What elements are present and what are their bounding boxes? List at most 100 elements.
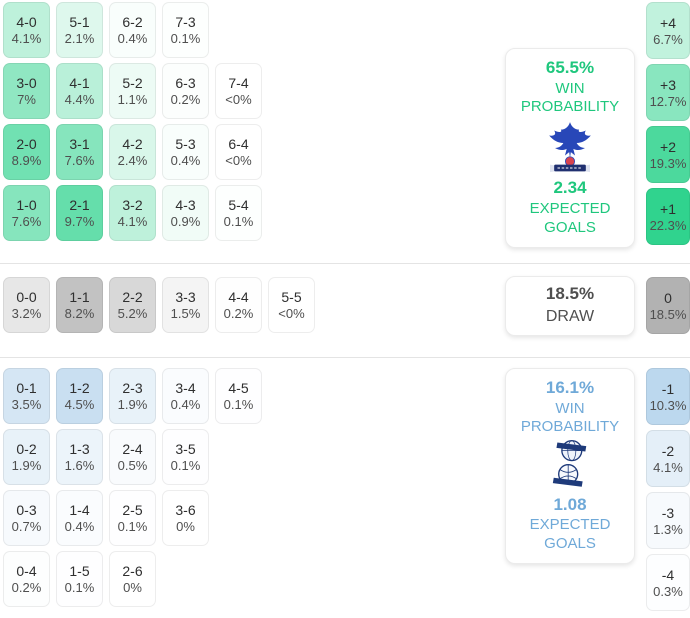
scoreline: 1-1 <box>69 289 90 305</box>
probability-value: <0% <box>225 92 252 107</box>
score-cell: 5-3 0.4% <box>162 124 209 180</box>
probability-value: 0% <box>176 519 195 534</box>
scoreline: 3-4 <box>175 380 196 396</box>
score-cell: 0-3 0.7% <box>3 490 50 546</box>
scoreline: 2-2 <box>122 289 143 305</box>
score-cell: 0-4 0.2% <box>3 551 50 607</box>
goal-margin-value: -3 <box>661 504 675 521</box>
probability-value: 0.1% <box>223 397 254 412</box>
probability-value: 4.1% <box>653 459 683 475</box>
probability-value: 0% <box>123 580 142 595</box>
score-cell: 3-6 0% <box>162 490 209 546</box>
goal-margin-value: -1 <box>661 380 675 397</box>
scoreline: 1-3 <box>69 441 90 457</box>
scoreline: 3-3 <box>175 289 196 305</box>
probability-value: 0.2% <box>11 580 42 595</box>
goal-margin-value: +4 <box>660 14 676 31</box>
scoreline: 0-4 <box>16 563 37 579</box>
goal-margin-value: +2 <box>660 138 676 155</box>
probability-value: <0% <box>278 306 305 321</box>
goal-margin-cell: -1 10.3% <box>646 368 690 425</box>
score-cell: 4-4 0.2% <box>215 277 262 333</box>
probability-value: 3.5% <box>11 397 42 412</box>
draw-label: DRAW <box>545 308 595 326</box>
probability-value: 0.1% <box>64 580 95 595</box>
probability-value: 1.3% <box>653 521 683 537</box>
probability-value: 7% <box>17 92 36 107</box>
score-cell: 2-0 8.9% <box>3 124 50 180</box>
score-cell: 2-2 5.2% <box>109 277 156 333</box>
score-cell: 2-5 0.1% <box>109 490 156 546</box>
score-cell: 5-5 <0% <box>268 277 315 333</box>
goal-margin-cell: -4 0.3% <box>646 554 690 611</box>
scoreline: 6-3 <box>175 75 196 91</box>
scoreline: 2-0 <box>16 136 37 152</box>
scoreline: 1-0 <box>16 197 37 213</box>
score-cell: 4-2 2.4% <box>109 124 156 180</box>
scoreline: 3-1 <box>69 136 90 152</box>
scoreline: 4-5 <box>228 380 249 396</box>
probability-value: 1.9% <box>11 458 42 473</box>
scoreline: 5-3 <box>175 136 196 152</box>
probability-value: 7.6% <box>11 214 42 229</box>
probability-value: 8.2% <box>64 306 95 321</box>
score-cell: 6-2 0.4% <box>109 2 156 58</box>
probability-value: 0.4% <box>170 397 201 412</box>
score-cell: 2-3 1.9% <box>109 368 156 424</box>
score-cell: 5-4 0.1% <box>215 185 262 241</box>
goal-margin-cell: +1 22.3% <box>646 188 690 245</box>
probability-value: 3.2% <box>11 306 42 321</box>
probability-value: 12.7% <box>649 93 687 109</box>
probability-value: 0.1% <box>223 214 254 229</box>
scoreline: 2-5 <box>122 502 143 518</box>
score-cell: 2-4 0.5% <box>109 429 156 485</box>
score-cell: 4-0 4.1% <box>3 2 50 58</box>
probability-value: 1.5% <box>170 306 201 321</box>
goal-margin-cell: 0 18.5% <box>646 277 690 334</box>
probability-value: 0.1% <box>170 31 201 46</box>
birmingham-city-crest-icon <box>550 438 590 494</box>
scoreline: 1-5 <box>69 563 90 579</box>
crystal-palace-crest-icon <box>545 119 595 177</box>
probability-value: 0.4% <box>117 31 148 46</box>
away-expected-goals-label: EXPECTED GOALS <box>529 516 611 552</box>
score-cell: 6-3 0.2% <box>162 63 209 119</box>
score-cell: 3-3 1.5% <box>162 277 209 333</box>
score-cell: 4-1 4.4% <box>56 63 103 119</box>
probability-value: 2.1% <box>64 31 95 46</box>
goal-margin-cell: +4 6.7% <box>646 2 690 59</box>
scoreline: 3-5 <box>175 441 196 457</box>
goal-margin-value: -2 <box>661 442 675 459</box>
score-cell: 0-1 3.5% <box>3 368 50 424</box>
home-expected-goals-label: EXPECTED GOALS <box>529 200 611 236</box>
probability-value: 0.7% <box>11 519 42 534</box>
scoreline: 2-1 <box>69 197 90 213</box>
goal-margin-value: +3 <box>660 76 676 93</box>
probability-value: 9.7% <box>64 214 95 229</box>
scoreline: 2-6 <box>122 563 143 579</box>
scoreline: 5-5 <box>281 289 302 305</box>
away-expected-goals-value: 1.08 <box>553 494 587 514</box>
goal-margin-cell: -3 1.3% <box>646 492 690 549</box>
scoreline: 4-4 <box>228 289 249 305</box>
scoreline: 0-1 <box>16 380 37 396</box>
section-divider-bottom <box>0 357 690 358</box>
score-cell: 4-3 0.9% <box>162 185 209 241</box>
probability-value: 1.1% <box>117 92 148 107</box>
scoreline: 5-4 <box>228 197 249 213</box>
score-cell: 6-4 <0% <box>215 124 262 180</box>
probability-value: 4.4% <box>64 92 95 107</box>
probability-value: 4.1% <box>11 31 42 46</box>
scoreline: 2-4 <box>122 441 143 457</box>
score-cell: 3-1 7.6% <box>56 124 103 180</box>
away-win-probability-label: WIN PROBABILITY <box>520 399 620 435</box>
probability-value: 0.2% <box>223 306 254 321</box>
home-expected-goals-value: 2.34 <box>553 178 587 198</box>
score-cell: 5-2 1.1% <box>109 63 156 119</box>
scoreline: 3-0 <box>16 75 37 91</box>
home-win-probability-label: WIN PROBABILITY <box>520 80 620 116</box>
score-cell: 3-5 0.1% <box>162 429 209 485</box>
scoreline: 2-3 <box>122 380 143 396</box>
probability-value: 0.5% <box>117 458 148 473</box>
score-cell: 3-2 4.1% <box>109 185 156 241</box>
